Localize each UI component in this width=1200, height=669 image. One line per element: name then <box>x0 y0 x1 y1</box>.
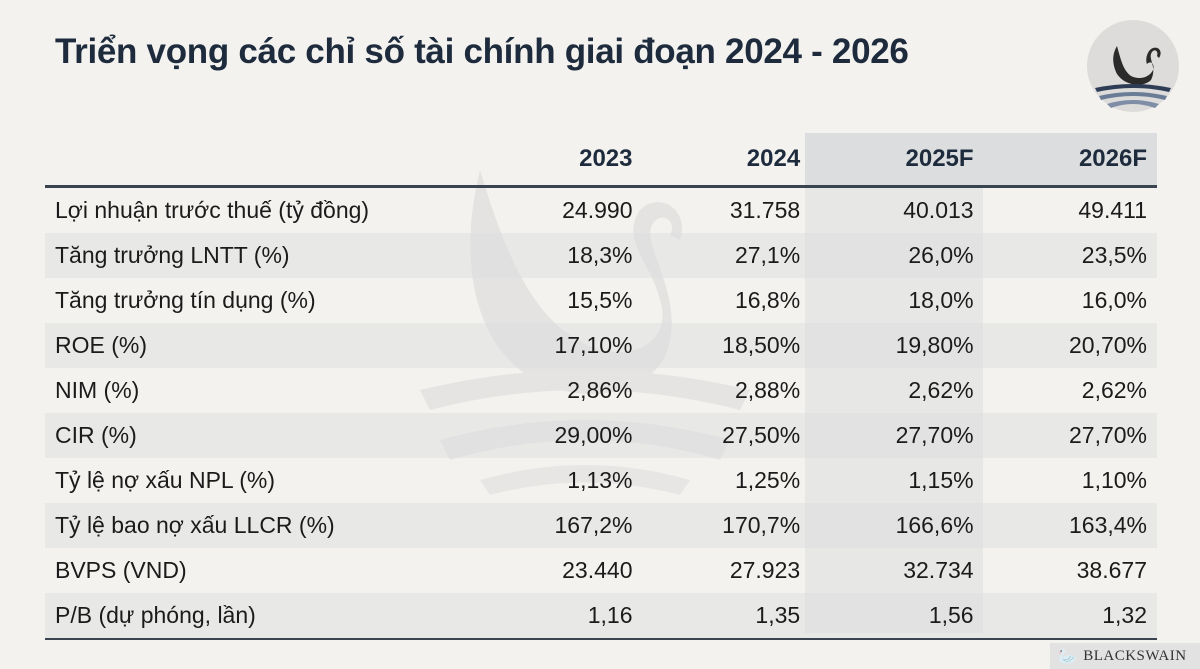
value-cell: 2,88% <box>734 377 801 403</box>
table-header-row: 2023 2024 2025F 2026F <box>45 133 1157 187</box>
row-label: CIR (%) <box>45 413 479 458</box>
value-cell: 40.013 <box>903 197 974 223</box>
value-cell: 20,70% <box>983 323 1157 368</box>
value-cell: 32.734 <box>903 557 974 583</box>
row-label: Tỷ lệ nợ xấu NPL (%) <box>55 467 276 493</box>
value-cell: 27,70% <box>810 413 984 458</box>
row-label: Tỷ lệ bao nợ xấu LLCR (%) <box>45 503 479 548</box>
swan-logo-icon <box>1087 20 1179 112</box>
table-row: ROE (%) 17,10% 18,50% 19,80% 20,70% <box>45 323 1157 368</box>
row-label: Tăng trưởng tín dụng (%) <box>55 287 316 313</box>
forecast-column-highlight <box>805 133 983 633</box>
value-cell: 1,25% <box>734 467 801 493</box>
value-cell: 1,13% <box>567 467 633 493</box>
value-cell: 18,50% <box>642 323 811 368</box>
value-cell: 166,6% <box>810 503 984 548</box>
row-label: NIM (%) <box>55 377 140 403</box>
value-cell: 24.990 <box>562 197 633 223</box>
value-cell: 2,62% <box>1081 377 1147 403</box>
table-row: Tỷ lệ bao nợ xấu LLCR (%) 167,2% 170,7% 166… <box>45 503 1157 548</box>
value-cell: 2,86% <box>567 377 633 403</box>
value-cell: 27,1% <box>642 233 811 278</box>
value-cell: 27.923 <box>729 557 801 583</box>
value-cell: 16,8% <box>734 287 801 313</box>
header-cell-2023: 2023 <box>579 145 633 172</box>
value-cell: 23,5% <box>983 233 1157 278</box>
table-row: P/B (dự phóng, lần) 1,16 1,35 1,56 1,32 <box>45 593 1157 639</box>
value-cell: 1,16 <box>478 593 643 639</box>
value-cell: 38.677 <box>1076 557 1147 583</box>
value-cell: 15,5% <box>567 287 633 313</box>
table-row: Lợi nhuận trước thuế (tỷ đồng) 24.990 31.7… <box>45 187 1157 234</box>
value-cell: 1,10% <box>1081 467 1147 493</box>
row-label: Tăng trưởng LNTT (%) <box>45 233 479 278</box>
row-label: ROE (%) <box>45 323 479 368</box>
value-cell: 1,35 <box>642 593 811 639</box>
table-row: Tăng trưởng tín dụng (%) 15,5% 16,8% 18,0% 1… <box>45 278 1157 323</box>
value-cell: 170,7% <box>642 503 811 548</box>
table-row: Tăng trưởng LNTT (%) 18,3% 27,1% 26,0% 23,5% <box>45 233 1157 278</box>
row-label: BVPS (VND) <box>55 557 187 583</box>
financial-metrics-table: 2023 2024 2025F 2026F Lợi nhuận trước th… <box>45 133 1157 640</box>
value-cell: 49.411 <box>1078 197 1147 223</box>
swan-small-icon: 🦢 <box>1058 648 1078 665</box>
row-label: P/B (dự phóng, lần) <box>45 593 479 639</box>
value-cell: 1,15% <box>908 467 974 493</box>
value-cell: 16,0% <box>1081 287 1147 313</box>
table-row: CIR (%) 29,00% 27,50% 27,70% 27,70% <box>45 413 1157 458</box>
value-cell: 18,3% <box>478 233 643 278</box>
header-cell-2024: 2024 <box>746 145 801 172</box>
table-row: BVPS (VND) 23.440 27.923 32.734 38.677 <box>45 548 1157 593</box>
header-cell <box>45 133 479 187</box>
header-cell-2025f: 2025F <box>905 145 974 172</box>
value-cell: 27,50% <box>642 413 811 458</box>
value-cell: 27,70% <box>983 413 1157 458</box>
brand-name: BLACKSWAIN <box>1083 647 1187 664</box>
value-cell: 1,56 <box>810 593 984 639</box>
value-cell: 23.440 <box>562 557 633 583</box>
value-cell: 18,0% <box>908 287 974 313</box>
page-title: Triển vọng các chỉ số tài chính giai đoạ… <box>55 32 909 71</box>
forecast-header-highlight <box>805 133 1157 185</box>
value-cell: 163,4% <box>983 503 1157 548</box>
value-cell: 1,32 <box>983 593 1157 639</box>
swan-watermark-icon <box>420 170 750 495</box>
value-cell: 2,62% <box>908 377 974 403</box>
brand-footer: 🦢 BLACKSWAIN <box>1050 643 1200 669</box>
table-row: NIM (%) 2,86% 2,88% 2,62% 2,62% <box>45 368 1157 413</box>
table-row: Tỷ lệ nợ xấu NPL (%) 1,13% 1,25% 1,15% 1,10% <box>45 458 1157 503</box>
value-cell: 19,80% <box>810 323 984 368</box>
header-cell-2026f: 2026F <box>1078 145 1147 172</box>
value-cell: 29,00% <box>478 413 643 458</box>
value-cell: 17,10% <box>478 323 643 368</box>
row-label: Lợi nhuận trước thuế (tỷ đồng) <box>55 197 370 223</box>
value-cell: 31.758 <box>729 197 801 223</box>
value-cell: 167,2% <box>478 503 643 548</box>
value-cell: 26,0% <box>810 233 984 278</box>
